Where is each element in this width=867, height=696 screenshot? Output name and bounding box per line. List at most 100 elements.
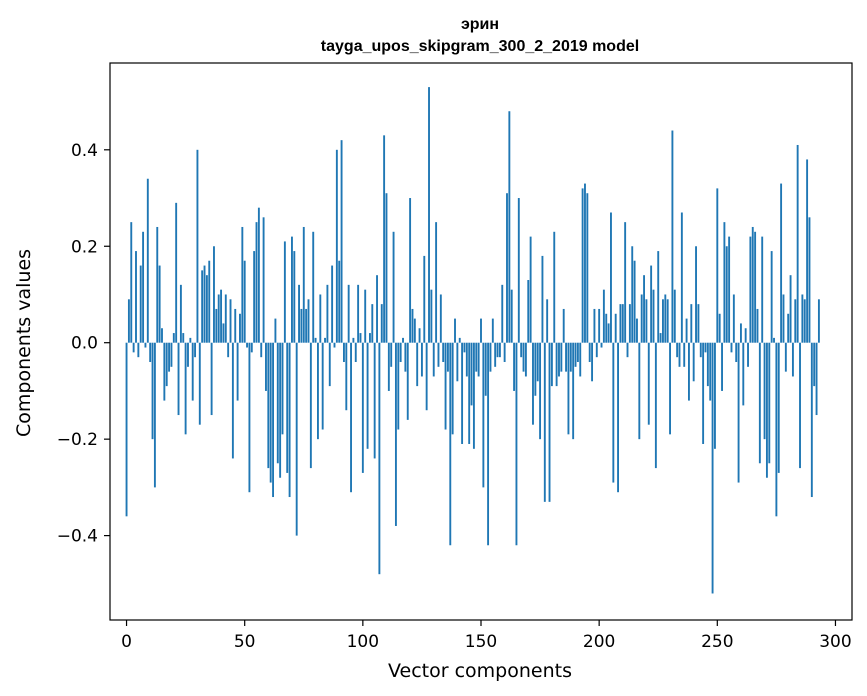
- bar: [416, 342, 419, 387]
- bar: [317, 342, 319, 440]
- bar: [699, 342, 702, 358]
- bar: [324, 337, 326, 343]
- bar: [773, 337, 775, 343]
- bar: [718, 313, 721, 343]
- bar: [135, 251, 137, 343]
- bar: [671, 130, 674, 343]
- bar: [791, 342, 794, 377]
- bar: [307, 299, 310, 343]
- bar: [747, 342, 749, 367]
- bar: [465, 342, 468, 377]
- bar: [508, 111, 511, 343]
- bar: [250, 342, 253, 353]
- bar: [602, 289, 605, 343]
- bar: [808, 217, 811, 343]
- bar: [607, 323, 610, 343]
- bar: [371, 304, 374, 343]
- bar: [267, 342, 270, 469]
- bar: [626, 342, 629, 358]
- bar: [787, 313, 790, 343]
- bar: [444, 342, 447, 430]
- bar: [406, 342, 409, 420]
- bar: [265, 342, 267, 391]
- bar: [692, 342, 695, 382]
- bar: [477, 342, 480, 377]
- bar: [628, 304, 631, 343]
- bar: [255, 222, 258, 343]
- bar: [288, 342, 291, 498]
- bar: [227, 342, 230, 358]
- bar: [562, 308, 565, 343]
- bar: [574, 342, 577, 367]
- bar: [291, 236, 293, 343]
- bar: [593, 308, 596, 343]
- bar: [732, 294, 735, 343]
- bar: [810, 342, 813, 498]
- bar: [576, 342, 579, 362]
- bar: [224, 294, 227, 343]
- bar: [756, 308, 759, 343]
- bar: [706, 342, 709, 387]
- bar: [569, 342, 572, 372]
- bar: [676, 342, 679, 358]
- bar: [409, 198, 412, 343]
- bar: [146, 178, 149, 343]
- bar: [472, 342, 475, 449]
- bar: [673, 289, 676, 343]
- bar: [328, 342, 331, 387]
- bar: [579, 342, 582, 377]
- bar: [749, 236, 752, 343]
- bar: [510, 289, 513, 343]
- bar: [638, 342, 641, 440]
- bar: [293, 251, 296, 343]
- bar: [432, 342, 435, 377]
- bar: [213, 246, 215, 343]
- bar: [163, 342, 166, 401]
- bar: [654, 342, 657, 469]
- bar: [198, 342, 201, 425]
- bar: [558, 342, 560, 377]
- bar: [208, 260, 211, 343]
- bar: [643, 275, 645, 343]
- bar: [612, 342, 615, 483]
- bar: [156, 226, 159, 343]
- bar: [321, 342, 324, 430]
- bar: [189, 337, 192, 343]
- bar: [385, 193, 388, 343]
- bar: [331, 265, 334, 343]
- bar: [220, 289, 223, 343]
- bar: [376, 275, 378, 343]
- bar: [449, 342, 452, 546]
- bar: [484, 342, 487, 396]
- bar: [418, 328, 421, 343]
- bar: [383, 135, 386, 343]
- bar: [801, 294, 804, 343]
- bar: [550, 342, 553, 387]
- bar: [234, 308, 237, 343]
- bar: [260, 342, 263, 358]
- y-tick-label: −0.4: [57, 527, 98, 547]
- bar: [716, 188, 719, 343]
- bar: [506, 193, 508, 343]
- bar: [742, 342, 745, 406]
- bar: [610, 212, 612, 343]
- bar: [737, 342, 740, 483]
- bar: [600, 342, 603, 348]
- bar: [754, 231, 757, 343]
- bar: [333, 342, 336, 348]
- bar: [442, 342, 445, 362]
- bar: [326, 284, 329, 343]
- bar: [281, 342, 284, 435]
- bar: [390, 342, 393, 367]
- bar: [231, 342, 234, 459]
- bar: [546, 299, 549, 343]
- bar: [491, 318, 494, 343]
- bar: [560, 342, 563, 372]
- bar: [397, 342, 400, 430]
- bar: [215, 308, 218, 343]
- bar: [690, 304, 693, 343]
- bar: [765, 342, 768, 478]
- bar: [205, 275, 208, 343]
- bar: [302, 226, 305, 343]
- bar: [423, 255, 426, 343]
